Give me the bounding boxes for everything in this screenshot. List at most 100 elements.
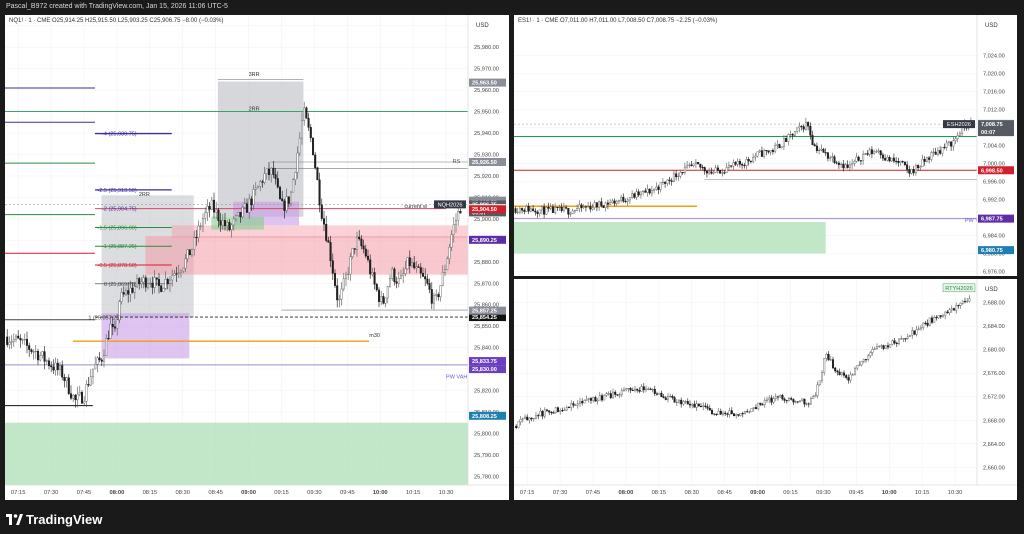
candle-body (686, 401, 689, 405)
candle-body (567, 407, 570, 409)
candle-body (276, 178, 279, 188)
price-badge-label: 00:07 (472, 210, 486, 216)
candle-body (168, 279, 171, 284)
symbol-tag (943, 120, 975, 129)
candle-body (774, 396, 777, 399)
nq-chart-svg[interactable]: -4 (25,939.75) -2.5 (25,913.50) -2 (25,904… (5, 15, 509, 500)
symbol-tag-label: RTYH2026 (945, 286, 973, 292)
candle-body (708, 171, 711, 174)
candle-body (673, 397, 676, 403)
candle-body (52, 366, 55, 371)
candle-body (859, 160, 862, 162)
candle-body (395, 281, 398, 284)
candle-body (78, 391, 81, 395)
candle-body (716, 167, 719, 171)
x-tick-label: 10:30 (948, 490, 963, 496)
candle-body (864, 153, 867, 155)
candle-body (149, 282, 152, 285)
candle-body (532, 417, 535, 420)
candle-body (578, 401, 581, 404)
candle-body (831, 156, 834, 159)
candle-body (763, 150, 766, 157)
candle-body (710, 410, 713, 414)
candle-body (807, 122, 810, 127)
rty-chart-panel[interactable]: USD 2,688.00 2,684.00 2,680.00 2,676.00 2,672… (514, 279, 1017, 500)
nq-chart-panel[interactable]: NQ1! · 1 · CME O25,914.25 H25,915.50 L25… (5, 15, 509, 500)
candle-body (939, 315, 942, 317)
candle-body (340, 288, 343, 300)
candle-body (871, 349, 874, 353)
candle-body (675, 401, 678, 403)
candle-body (809, 125, 812, 136)
candle-body (767, 150, 770, 153)
candle-body (906, 164, 909, 170)
candle-body (734, 162, 737, 165)
candle-body (526, 416, 529, 421)
candle-body (452, 224, 455, 235)
candle-body (8, 342, 11, 345)
candle-body (589, 398, 592, 401)
y-tick-label: 25,780.00 (474, 474, 499, 480)
candle-body (956, 135, 959, 140)
candle-body (278, 186, 281, 200)
annotation-label: 3RR (249, 72, 260, 78)
es-chart-svg[interactable]: PW VAH USD 7,024.00 7,020.00 7,016.00 7,012.0… (514, 15, 1017, 276)
candle-body (538, 209, 541, 214)
candle-body (65, 377, 68, 381)
candle-body (928, 157, 931, 160)
candle-body (884, 345, 887, 349)
candle-body (636, 388, 639, 391)
candle-body (655, 186, 658, 190)
candle-body (853, 161, 856, 164)
candle-body (602, 205, 605, 208)
y-tick-label: 7,012.00 (983, 108, 1005, 114)
candle-body (835, 162, 838, 164)
candle-body (627, 388, 630, 390)
x-tick-label: 10:00 (373, 490, 388, 496)
rty-chart-svg[interactable]: USD 2,688.00 2,684.00 2,680.00 2,676.00 2,672… (514, 279, 1017, 500)
candle-body (730, 410, 733, 414)
candle-body (741, 164, 744, 166)
candle-body (792, 399, 795, 403)
candle-body (12, 338, 15, 342)
candle-body (386, 286, 389, 299)
candle-body (690, 164, 693, 167)
candle-body (593, 202, 596, 208)
candle-body (109, 323, 112, 339)
candle-body (320, 204, 323, 219)
candle-body (712, 172, 715, 174)
annotation-label: 2RR (249, 106, 260, 112)
candle-body (772, 398, 775, 403)
candle-body (807, 403, 810, 405)
candle-body (844, 164, 847, 169)
candle-body (873, 151, 876, 154)
candle-body (105, 338, 108, 356)
y-tick-label: 7,016.00 (983, 90, 1005, 96)
candle-body (540, 206, 543, 211)
candle-body (539, 411, 542, 416)
candle-body (932, 151, 935, 153)
candle-body (589, 206, 592, 210)
candle-body (892, 157, 895, 162)
candle-body (591, 207, 594, 210)
es-chart-panel[interactable]: ES1! · 1 · CME O7,011.00 H7,011.00 L7,00… (514, 15, 1017, 276)
candle-body (36, 350, 39, 361)
candle-body (292, 179, 295, 193)
candle-body (226, 222, 229, 226)
candle-body (672, 173, 675, 182)
candle-body (699, 163, 702, 168)
candle-body (779, 395, 782, 398)
candle-body (210, 199, 213, 210)
annotation-label: current w (404, 204, 427, 210)
x-tick-label: 07:15 (520, 490, 535, 496)
candle-body (190, 249, 193, 256)
candle-body (770, 397, 773, 403)
candle-body (67, 377, 70, 394)
y-tick-label: 25,950.00 (474, 110, 499, 116)
candle-body (748, 411, 751, 413)
y-tick-label: 2,664.00 (983, 442, 1005, 448)
candle-body (928, 317, 931, 326)
price-badge-label: 25,833.75 (472, 359, 497, 365)
candle-body (551, 206, 554, 213)
candle-body (554, 207, 557, 213)
